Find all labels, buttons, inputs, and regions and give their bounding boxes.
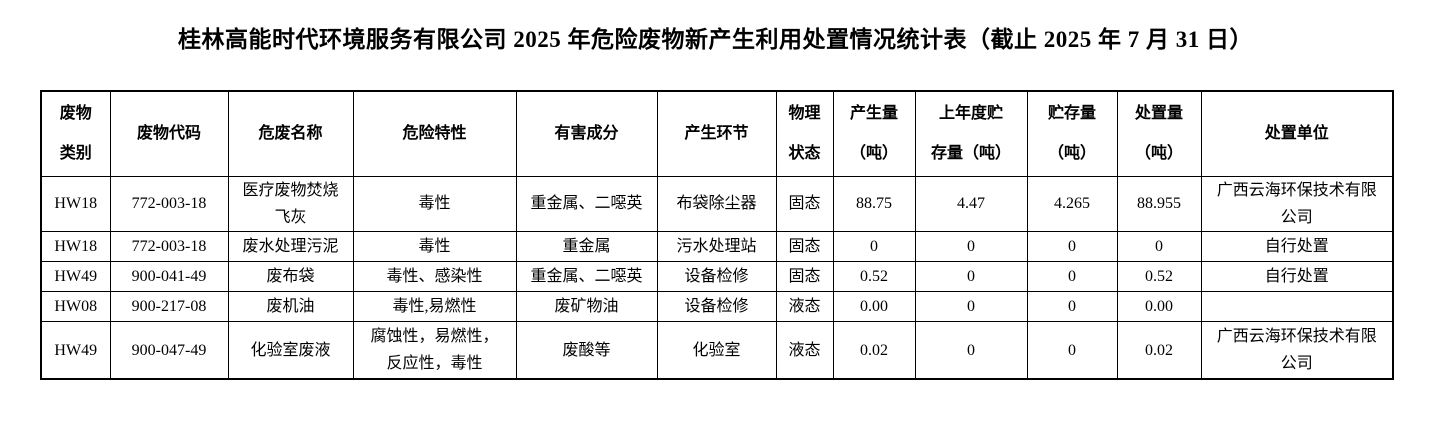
cell-physical-state: 固态: [775, 230, 834, 262]
cell-waste-code: 772-003-18: [109, 230, 229, 262]
cell-harmful-component: 废矿物油: [515, 290, 658, 322]
table-row: HW08 900-217-08 废机油 毒性,易燃性 废矿物油 设备检修 液态 0.00 0 0 0…: [40, 290, 1394, 322]
cell-waste-code: 900-217-08: [109, 290, 229, 322]
cell-physical-state: 固态: [775, 175, 834, 232]
cell-generation-stage: 污水处理站: [656, 230, 777, 262]
cell-hazard-property: 毒性、感染性: [352, 260, 517, 292]
cell-physical-state: 固态: [775, 260, 834, 292]
hazardous-waste-table: 废物 类别 废物代码 危废名称 危险特性 有害成分 产生环节 物理 状态 产生量…: [40, 90, 1394, 381]
cell-last-year-storage: 0: [914, 230, 1028, 262]
table-row: HW49 900-041-49 废布袋 毒性、感染性 重金属、二噁英 设备检修 固态 0.52…: [40, 260, 1394, 292]
col-header-harmful-component: 有害成分: [515, 90, 658, 177]
cell-waste-name: 废水处理污泥: [227, 230, 354, 262]
cell-disposal-unit: 自行处置: [1200, 260, 1394, 292]
cell-waste-category: HW49: [40, 260, 111, 292]
col-header-waste-name: 危废名称: [227, 90, 354, 177]
cell-disposed-amount: 0.52: [1116, 260, 1202, 292]
cell-generation-stage: 设备检修: [656, 290, 777, 322]
cell-last-year-storage: 0: [914, 260, 1028, 292]
cell-waste-category: HW08: [40, 290, 111, 322]
col-header-waste-code: 废物代码: [109, 90, 229, 177]
cell-generated-amount: 0.02: [832, 320, 916, 380]
cell-hazard-property: 腐蚀性，易燃性， 反应性，毒性: [352, 320, 517, 380]
col-header-hazard-property: 危险特性: [352, 90, 517, 177]
col-header-disposal-unit: 处置单位: [1200, 90, 1394, 177]
cell-generation-stage: 设备检修: [656, 260, 777, 292]
col-header-waste-category: 废物 类别: [40, 90, 111, 177]
page-title: 桂林高能时代环境服务有限公司 2025 年危险废物新产生利用处置情况统计表（截止…: [178, 27, 1253, 52]
cell-disposal-unit: 自行处置: [1200, 230, 1394, 262]
cell-waste-category: HW49: [40, 320, 111, 380]
cell-harmful-component: 重金属、二噁英: [515, 260, 658, 292]
cell-generated-amount: 0.00: [832, 290, 916, 322]
cell-disposal-unit: [1200, 290, 1394, 322]
cell-waste-category: HW18: [40, 175, 111, 232]
cell-waste-code: 900-041-49: [109, 260, 229, 292]
table-body: HW18 772-003-18 医疗废物焚烧 飞灰 毒性 重金属、二噁英 布袋除尘器 固态 8…: [40, 175, 1394, 380]
cell-generation-stage: 化验室: [656, 320, 777, 380]
header-row: 废物 类别 废物代码 危废名称 危险特性 有害成分 产生环节 物理 状态 产生量…: [40, 90, 1394, 177]
cell-hazard-property: 毒性: [352, 230, 517, 262]
col-header-generation-stage: 产生环节: [656, 90, 777, 177]
cell-harmful-component: 废酸等: [515, 320, 658, 380]
cell-storage-amount: 0: [1026, 320, 1118, 380]
cell-harmful-component: 重金属: [515, 230, 658, 262]
cell-harmful-component: 重金属、二噁英: [515, 175, 658, 232]
cell-disposal-unit: 广西云海环保技术有限 公司: [1200, 175, 1394, 232]
cell-waste-name: 废机油: [227, 290, 354, 322]
col-header-physical-state: 物理 状态: [775, 90, 834, 177]
cell-hazard-property: 毒性: [352, 175, 517, 232]
cell-disposed-amount: 88.955: [1116, 175, 1202, 232]
cell-waste-name: 废布袋: [227, 260, 354, 292]
cell-storage-amount: 0: [1026, 260, 1118, 292]
table-row: HW49 900-047-49 化验室废液 腐蚀性，易燃性， 反应性，毒性 废酸等 化验室…: [40, 320, 1394, 380]
cell-waste-name: 医疗废物焚烧 飞灰: [227, 175, 354, 232]
cell-waste-code: 772-003-18: [109, 175, 229, 232]
cell-generated-amount: 0: [832, 230, 916, 262]
cell-storage-amount: 0: [1026, 290, 1118, 322]
cell-waste-category: HW18: [40, 230, 111, 262]
cell-physical-state: 液态: [775, 320, 834, 380]
col-header-generated-amount: 产生量 （吨）: [832, 90, 916, 177]
cell-generated-amount: 88.75: [832, 175, 916, 232]
table-row: HW18 772-003-18 医疗废物焚烧 飞灰 毒性 重金属、二噁英 布袋除尘器 固态 8…: [40, 175, 1394, 232]
cell-storage-amount: 0: [1026, 230, 1118, 262]
cell-hazard-property: 毒性,易燃性: [352, 290, 517, 322]
col-header-disposed-amount: 处置量 （吨）: [1116, 90, 1202, 177]
cell-last-year-storage: 4.47: [914, 175, 1028, 232]
cell-last-year-storage: 0: [914, 290, 1028, 322]
cell-waste-code: 900-047-49: [109, 320, 229, 380]
cell-disposal-unit: 广西云海环保技术有限 公司: [1200, 320, 1394, 380]
cell-last-year-storage: 0: [914, 320, 1028, 380]
cell-physical-state: 液态: [775, 290, 834, 322]
table-row: HW18 772-003-18 废水处理污泥 毒性 重金属 污水处理站 固态 0 0 0 0 自行处置: [40, 230, 1394, 262]
col-header-storage-amount: 贮存量 （吨）: [1026, 90, 1118, 177]
cell-generated-amount: 0.52: [832, 260, 916, 292]
cell-disposed-amount: 0.02: [1116, 320, 1202, 380]
cell-generation-stage: 布袋除尘器: [656, 175, 777, 232]
cell-disposed-amount: 0.00: [1116, 290, 1202, 322]
cell-storage-amount: 4.265: [1026, 175, 1118, 232]
col-header-last-year-storage: 上年度贮 存量（吨）: [914, 90, 1028, 177]
cell-disposed-amount: 0: [1116, 230, 1202, 262]
cell-waste-name: 化验室废液: [227, 320, 354, 380]
